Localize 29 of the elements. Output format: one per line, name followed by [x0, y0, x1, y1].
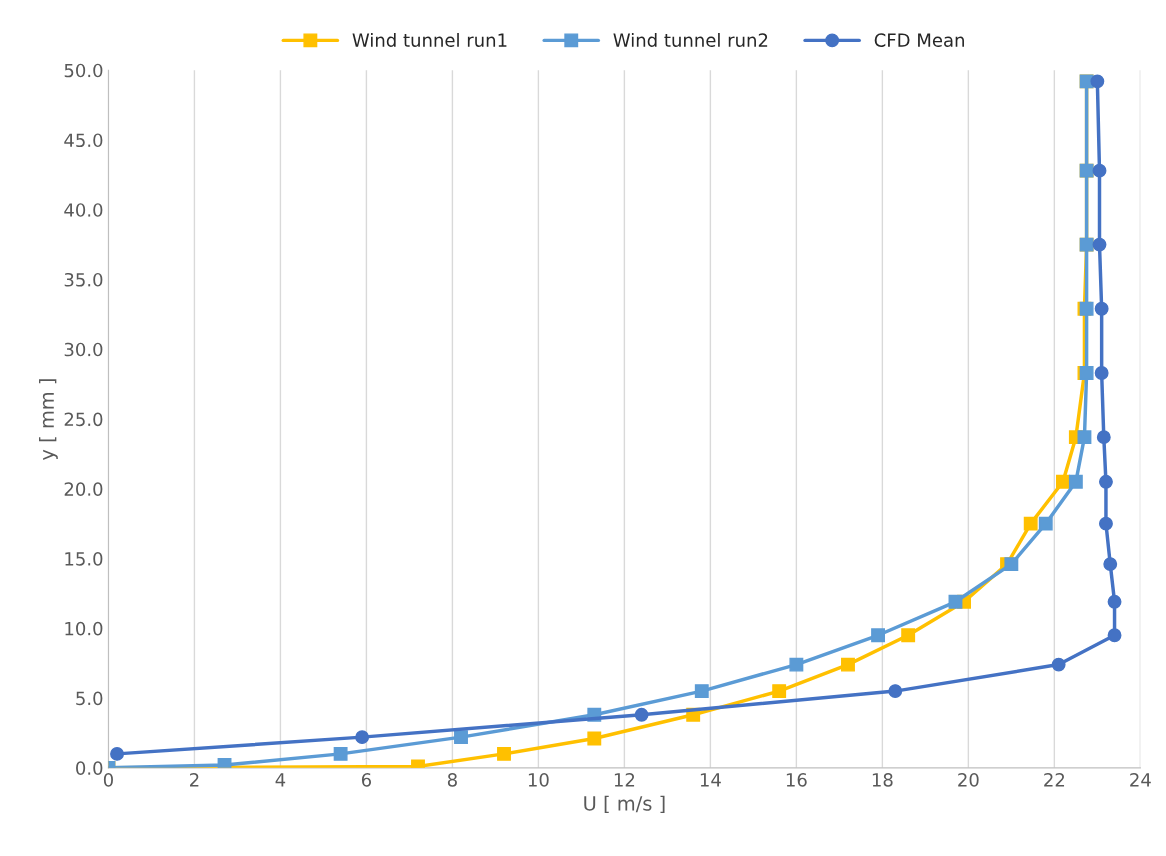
y-axis-title: y [ mm ]: [39, 379, 58, 460]
y-tick-label: 25.0: [64, 412, 103, 427]
y-tick-label: 50.0: [64, 63, 103, 78]
x-tick-label: 0: [103, 773, 113, 787]
legend-label: Wind tunnel run2: [613, 32, 768, 47]
x-tick-label: 10: [528, 773, 549, 787]
y-tick-label: 35.0: [64, 272, 103, 287]
legend-label: CFD Mean: [874, 33, 964, 47]
y-tick-label: 10.0: [65, 621, 103, 636]
y-tick-label: 0.0: [76, 761, 103, 775]
x-tick-label: 6: [361, 773, 372, 787]
x-tick-label: 22: [1044, 773, 1065, 787]
x-tick-label: 4: [275, 773, 286, 787]
x-tick-label: 2: [190, 773, 199, 787]
y-tick-label: 40.0: [64, 203, 103, 217]
y-tick-label: 45.0: [64, 133, 103, 148]
y-tick-label: 30.0: [64, 342, 103, 357]
x-axis-title: U [ m/s ]: [584, 795, 665, 814]
legend-label: Wind tunnel run1: [352, 32, 507, 47]
x-tick-label: 14: [700, 773, 721, 787]
y-tick-label: 15.0: [65, 552, 103, 566]
y-tick-label: 20.0: [64, 482, 103, 496]
x-tick-label: 8: [447, 773, 457, 787]
x-tick-label: 16: [786, 773, 807, 787]
x-tick-label: 20: [958, 773, 979, 787]
y-tick-label: 5.0: [76, 691, 103, 706]
x-tick-label: 18: [872, 773, 893, 787]
x-tick-label: 12: [614, 773, 635, 787]
x-tick-label: 24: [1130, 773, 1151, 787]
